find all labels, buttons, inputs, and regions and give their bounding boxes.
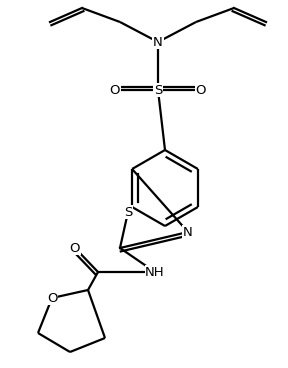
- Text: NH: NH: [145, 265, 165, 279]
- Text: O: O: [47, 291, 57, 304]
- Text: O: O: [196, 84, 206, 96]
- Text: S: S: [154, 84, 162, 96]
- Text: O: O: [70, 241, 80, 255]
- Text: N: N: [153, 35, 163, 49]
- Text: N: N: [183, 226, 193, 238]
- Text: S: S: [124, 205, 132, 219]
- Text: O: O: [110, 84, 120, 96]
